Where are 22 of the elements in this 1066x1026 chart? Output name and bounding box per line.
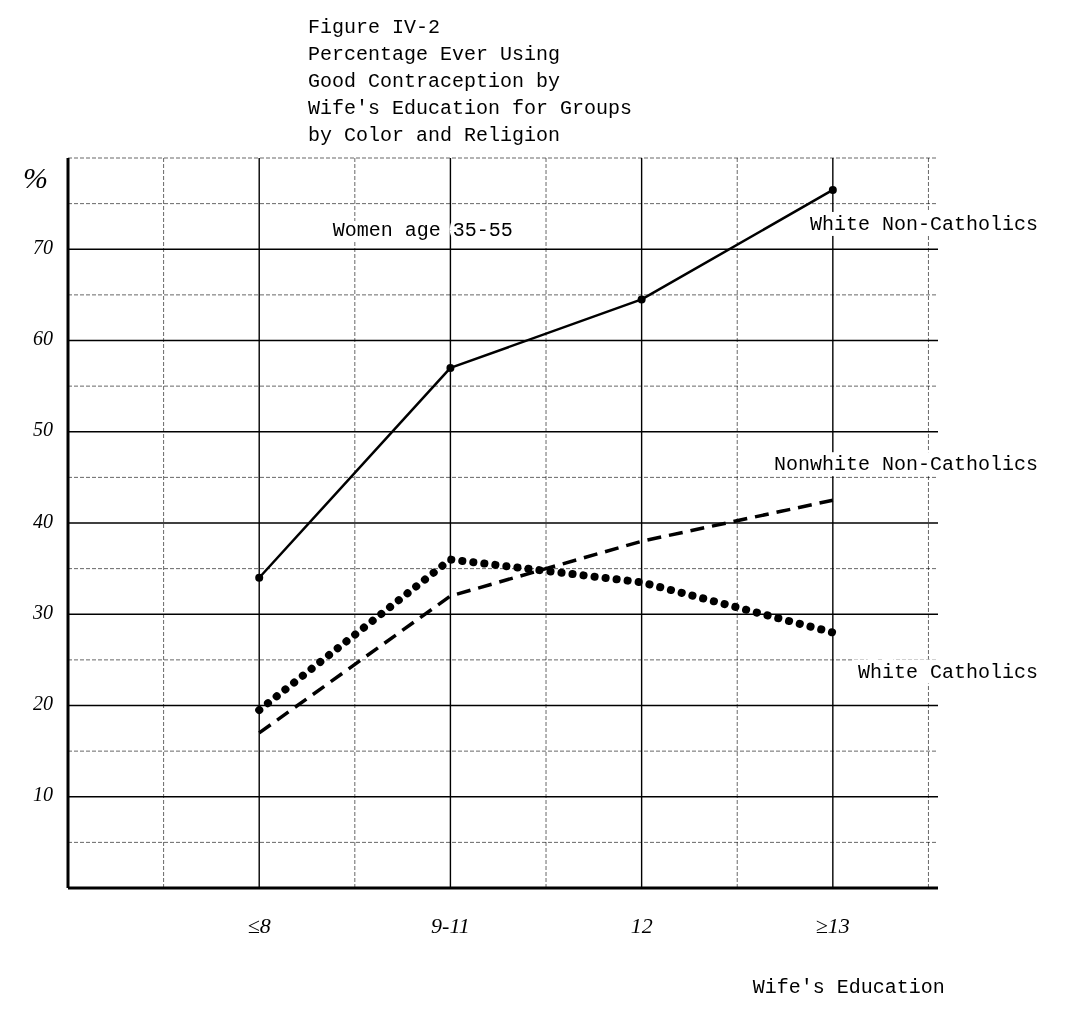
- annotation: Women age 35-55: [332, 218, 513, 242]
- x-tick-label: ≥13: [815, 913, 850, 938]
- series-label: White Catholics: [857, 660, 1038, 684]
- y-axis-title: %: [23, 161, 48, 194]
- x-tick-label: 9-11: [431, 913, 470, 938]
- series-label: White Non-Catholics: [809, 212, 1038, 236]
- x-axis-title: Wife's Education: [752, 976, 945, 999]
- point: [255, 573, 264, 582]
- y-tick-label: 30: [32, 600, 53, 623]
- y-tick-label: 40: [33, 509, 53, 532]
- x-tick-label: ≤8: [247, 913, 271, 938]
- point: [446, 363, 455, 372]
- point: [637, 295, 646, 304]
- y-tick-label: 50: [33, 418, 53, 441]
- chart-title: Figure IV-2 Percentage Ever Using Good Contraception by Wife's Education for Groups by Color and Religion: [308, 16, 633, 147]
- y-tick-label: 60: [33, 327, 53, 350]
- y-tick-label: 10: [33, 783, 53, 806]
- y-tick-label: 70: [33, 235, 53, 258]
- series-label: Nonwhite Non-Catholics: [773, 453, 1038, 477]
- x-tick-label: 12: [630, 913, 653, 938]
- y-tick-label: 20: [33, 692, 53, 715]
- point: [828, 185, 837, 194]
